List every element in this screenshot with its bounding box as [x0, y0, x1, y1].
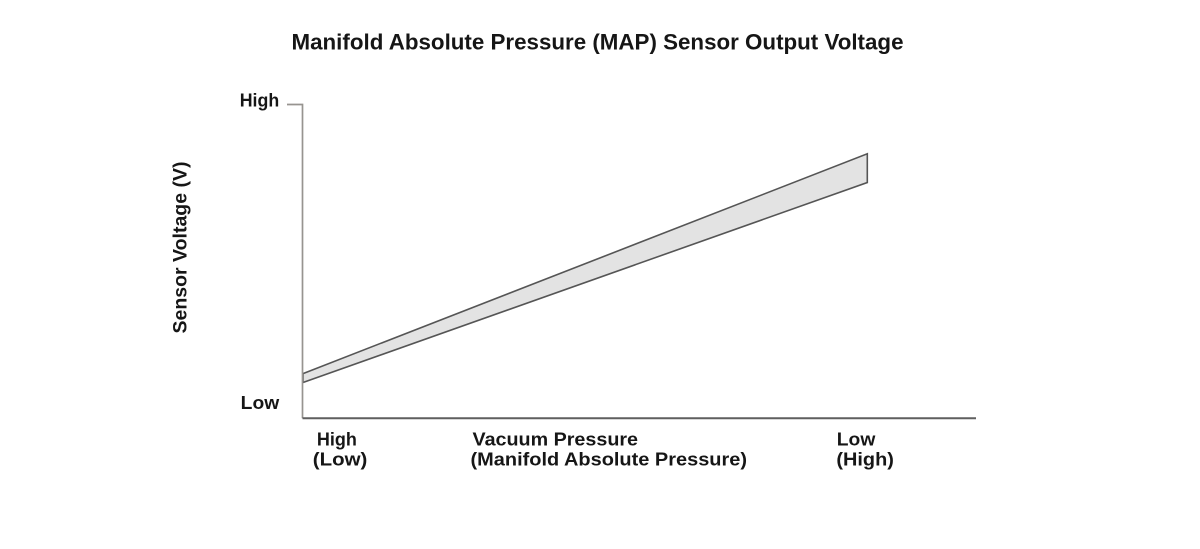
- svg-text:High: High: [317, 428, 357, 449]
- svg-text:(High): (High): [836, 448, 894, 469]
- svg-text:High: High: [240, 89, 280, 110]
- svg-text:(Manifold Absolute Pressure): (Manifold Absolute Pressure): [471, 448, 748, 469]
- svg-text:Low: Low: [241, 392, 280, 413]
- svg-text:Low: Low: [837, 428, 876, 449]
- svg-text:Manifold Absolute Pressure (MA: Manifold Absolute Pressure (MAP) Sensor …: [292, 30, 904, 55]
- svg-text:Sensor Voltage (V): Sensor Voltage (V): [171, 162, 192, 334]
- svg-text:(Low): (Low): [313, 448, 368, 469]
- svg-text:Vacuum Pressure: Vacuum Pressure: [473, 428, 639, 449]
